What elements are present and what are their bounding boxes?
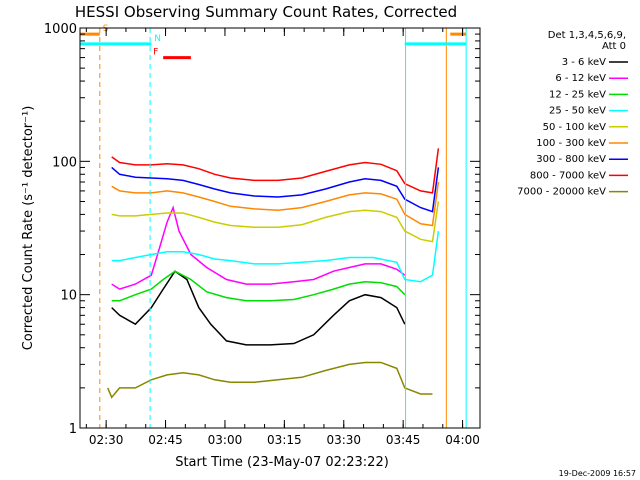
y-axis-label: Corrected Count Rate (s⁻¹ detector⁻¹) — [21, 106, 36, 351]
overlay-layer: SNF — [80, 24, 467, 428]
x-tick-label-4: 03:30 — [326, 433, 361, 447]
legend-label-0: 3 - 6 keV — [562, 57, 606, 68]
x-tick-label-6: 04:00 — [445, 433, 480, 447]
x-tick-label-1: 02:45 — [148, 433, 183, 447]
series-line-1 — [111, 205, 406, 290]
series-line-8 — [107, 361, 433, 399]
x-tick-label-2: 03:00 — [208, 433, 243, 447]
legend-label-3: 25 - 50 keV — [549, 106, 606, 117]
x-tick-label-0: 02:30 — [89, 433, 124, 447]
x-tick-label-5: 03:45 — [386, 433, 421, 447]
axis-layer: 02:30 02:45 03:00 03:15 03:30 03:45 04:00 1 10 10… — [44, 22, 480, 447]
legend-label-4: 50 - 100 keV — [543, 122, 607, 133]
chart-title: HESSI Observing Summary Count Rates, Cor… — [75, 3, 457, 21]
x-tick-label-3: 03:15 — [267, 433, 302, 447]
legend-title-1: Att 0 — [602, 41, 626, 52]
timestamp: 19-Dec-2009 16:57 — [559, 469, 636, 478]
y-tick-label-2: 100 — [52, 155, 77, 170]
state-bar-label-4: F — [153, 48, 158, 58]
y-tick-label-3: 1000 — [44, 22, 77, 37]
plot-frame — [79, 27, 481, 429]
legend-label-5: 100 - 300 keV — [536, 138, 606, 149]
series-layer — [107, 148, 440, 399]
x-axis-label: Start Time (23-May-07 02:23:22) — [175, 455, 389, 470]
legend-label-8: 7000 - 20000 keV — [517, 187, 606, 198]
legend-label-2: 12 - 25 keV — [549, 89, 606, 100]
legend-title-0: Det 1,3,4,5,6,9, — [548, 30, 626, 41]
series-line-0 — [111, 270, 406, 346]
legend-label-7: 800 - 7000 keV — [530, 170, 606, 181]
state-bar-label-2: N — [154, 34, 161, 44]
series-line-6 — [111, 166, 440, 213]
legend-label-1: 6 - 12 keV — [555, 73, 606, 84]
legend-label-6: 300 - 800 keV — [536, 154, 606, 165]
series-line-3 — [111, 231, 440, 283]
series-line-7 — [111, 148, 440, 194]
y-tick-label-1: 10 — [60, 289, 77, 304]
series-line-5 — [111, 181, 440, 227]
legend: Det 1,3,4,5,6,9,Att 0 3 - 6 keV 6 - 12 keV… — [517, 30, 628, 198]
y-tick-label-0: 1 — [69, 422, 77, 437]
series-line-4 — [111, 201, 440, 243]
series-line-2 — [111, 270, 406, 302]
